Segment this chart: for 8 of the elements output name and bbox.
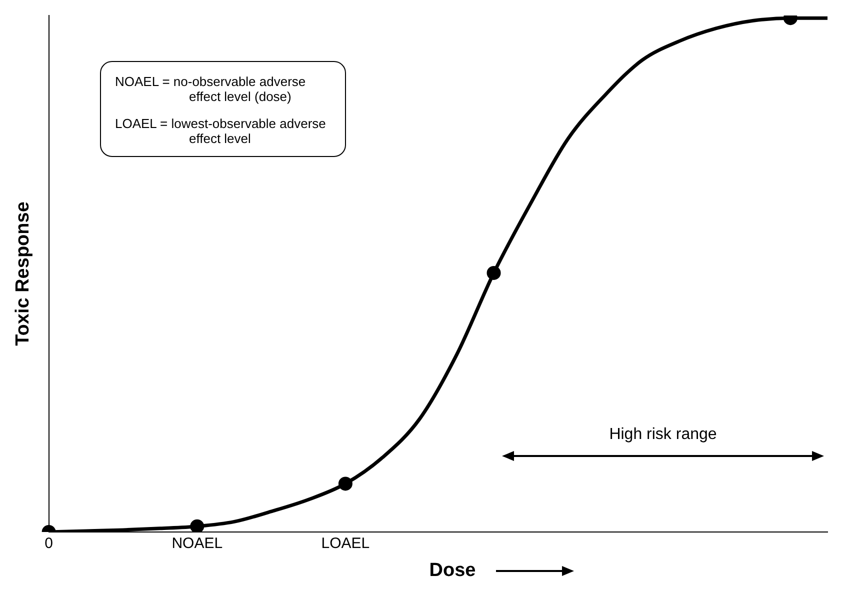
annotation: NOAEL = no-observable adverse effect level (dose) <box>115 74 307 104</box>
x-tick-label: 0 <box>44 535 53 552</box>
annotation: High risk range <box>608 426 718 444</box>
x-tick-label: NOAEL <box>172 535 223 552</box>
y-axis-title: Toxic Response <box>12 202 34 346</box>
annotation: LOAEL = lowest-observable adverse effect level <box>115 116 327 146</box>
x-tick-label: LOAEL <box>321 535 370 552</box>
x-axis-title: Dose <box>429 560 476 582</box>
